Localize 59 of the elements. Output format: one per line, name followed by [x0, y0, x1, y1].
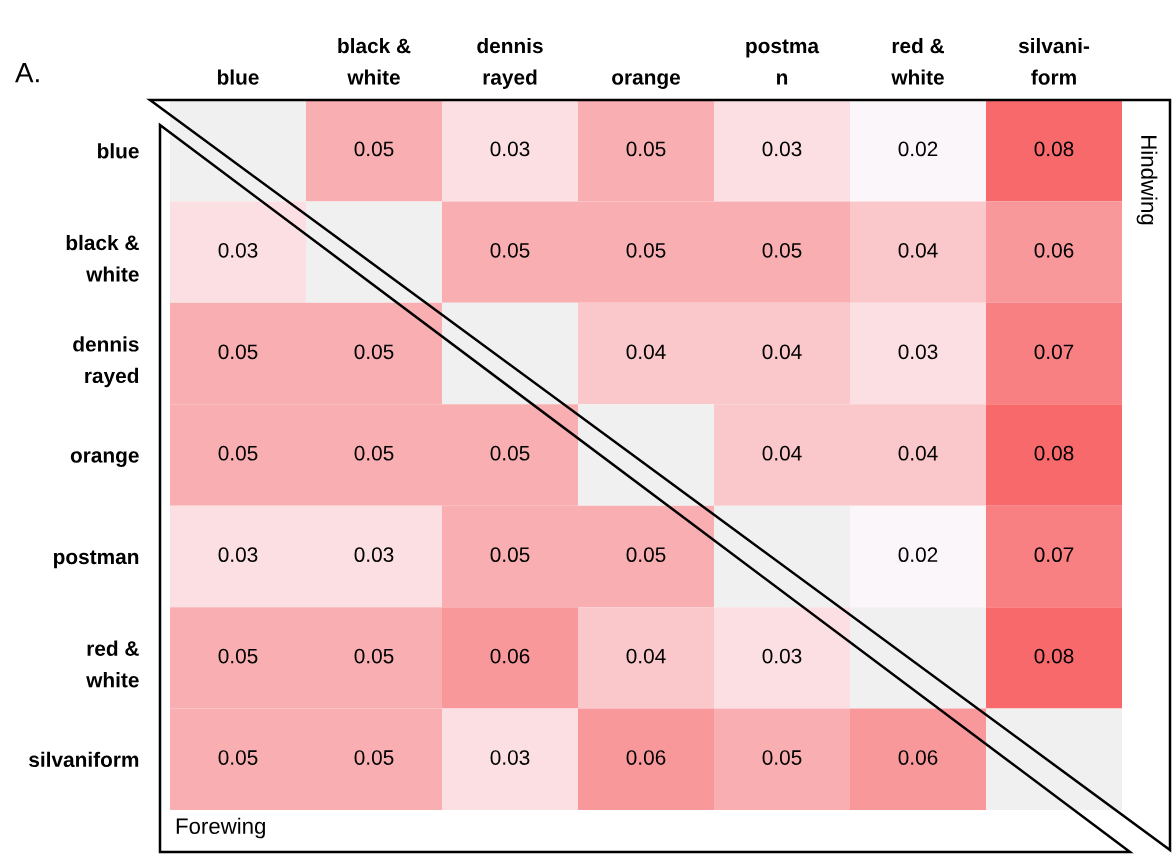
data-label: 0.04: [898, 445, 938, 461]
data-label: 0.02: [898, 141, 938, 157]
data-label: 0.06: [490, 648, 530, 664]
data-label: 0.04: [762, 445, 802, 461]
data-label: 0.07: [1034, 547, 1074, 563]
data-label: 0.03: [218, 547, 258, 563]
data-label: 0.08: [1034, 648, 1074, 664]
data-label: 0.08: [1034, 141, 1074, 157]
data-label: 0.03: [490, 141, 530, 157]
y-tick-label: silvaniform: [29, 751, 139, 768]
data-label: 0.05: [354, 344, 394, 360]
data-label: 0.05: [354, 445, 394, 461]
data-label: 0.05: [490, 547, 530, 563]
data-label: 0.05: [762, 242, 802, 258]
data-label: 0.05: [762, 750, 802, 765]
data-label: 0.03: [898, 344, 938, 360]
data-label: 0.05: [354, 141, 394, 157]
data-label: 0.08: [1034, 445, 1074, 461]
x-tick-label: silvani- form: [1018, 37, 1090, 85]
data-label: 0.05: [218, 750, 258, 765]
data-label: 0.02: [898, 547, 938, 563]
y-tick-label: orange: [70, 451, 139, 467]
data-label: 0.06: [626, 750, 666, 765]
x-tick-label: postma n: [746, 39, 820, 85]
data-label: 0.04: [626, 648, 666, 664]
text: A.: [15, 63, 39, 83]
text: Hindwing: [1136, 136, 1158, 225]
y-tick-label: dennis rayed: [73, 336, 139, 388]
data-label: 0.04: [762, 344, 802, 360]
data-label: 0.07: [1034, 344, 1074, 360]
data-label: 0.03: [762, 141, 802, 157]
text: Forewing: [176, 817, 265, 839]
data-label: 0.05: [354, 648, 394, 664]
x-tick-label: black & white: [338, 37, 411, 85]
data-label: 0.04: [898, 242, 938, 258]
x-tick-label: orange: [612, 73, 681, 89]
data-label: 0.03: [218, 242, 258, 258]
data-label: 0.03: [354, 547, 394, 563]
data-label: 0.05: [218, 344, 258, 360]
data-label: 0.05: [626, 141, 666, 157]
y-tick-label: blue: [98, 143, 139, 159]
data-label: 0.05: [218, 445, 258, 461]
y-tick-label: red & white: [86, 640, 139, 688]
data-label: 0.04: [626, 344, 666, 360]
y-tick-label: postman: [54, 550, 139, 569]
data-label: 0.05: [354, 750, 394, 765]
data-label: 0.05: [218, 648, 258, 664]
data-label: 0.06: [1034, 242, 1074, 258]
data-label: 0.06: [898, 750, 938, 765]
y-tick-label: black & white: [66, 234, 139, 282]
data-label: 0.05: [490, 445, 530, 461]
data-label: 0.05: [490, 242, 530, 258]
data-label: 0.03: [490, 750, 530, 765]
x-tick-label: blue: [217, 69, 259, 85]
x-tick-label: dennis rayed: [477, 37, 543, 89]
x-tick-label: red & white: [891, 37, 944, 85]
data-label: 0.05: [626, 242, 666, 258]
data-label: 0.03: [762, 648, 802, 664]
data-label: 0.05: [626, 547, 666, 563]
